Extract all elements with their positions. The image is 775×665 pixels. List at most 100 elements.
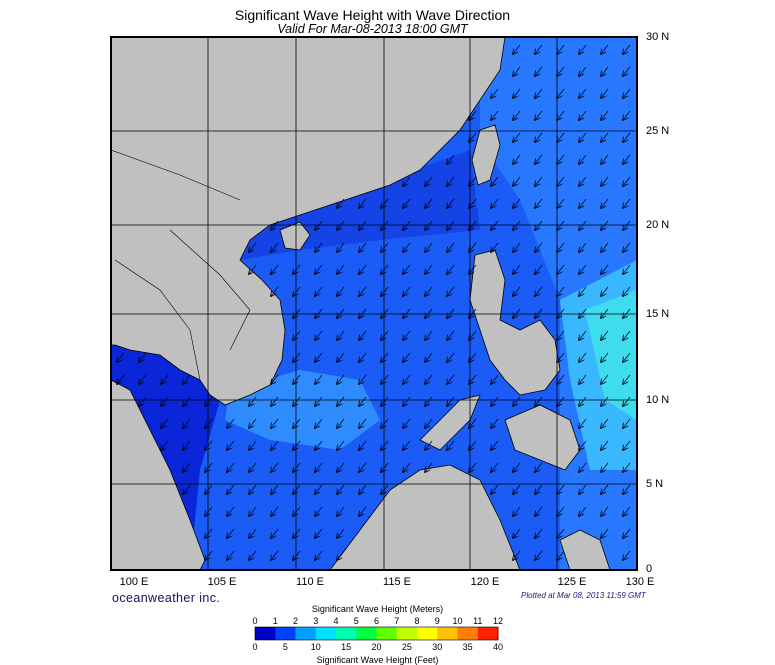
wave-arrow	[359, 506, 367, 516]
wave-arrow	[403, 308, 411, 318]
legend-meters-title: Significant Wave Height (Meters)	[311, 604, 444, 614]
wave-arrow	[227, 462, 235, 472]
wave-arrow	[271, 484, 279, 494]
wave-arrow	[601, 330, 609, 340]
wave-arrow	[359, 330, 367, 340]
wave-arrow	[535, 506, 543, 516]
wave-arrow	[623, 44, 631, 54]
oceanweather-credit: oceanweather inc.	[112, 591, 221, 605]
wave-arrow	[579, 330, 587, 340]
wave-arrow	[557, 396, 565, 406]
wave-arrow	[425, 462, 433, 472]
wave-arrow	[425, 242, 433, 252]
wave-arrow	[403, 264, 411, 274]
wave-arrow	[557, 550, 565, 560]
wave-arrow	[381, 286, 389, 296]
wave-arrow	[513, 550, 521, 560]
wave-arrow	[491, 176, 499, 186]
wave-arrow	[491, 396, 499, 406]
wave-arrow	[513, 308, 521, 318]
wave-arrow	[623, 176, 631, 186]
wave-arrow	[579, 308, 587, 318]
wave-arrow	[491, 220, 499, 230]
wave-arrow	[491, 440, 499, 450]
wave-arrow	[337, 550, 345, 560]
wave-arrow	[557, 330, 565, 340]
wave-arrow	[183, 396, 191, 406]
wave-arrow	[337, 264, 345, 274]
wave-arrow	[425, 374, 433, 384]
wave-arrow	[337, 220, 345, 230]
wave-arrow	[381, 264, 389, 274]
wave-arrow	[271, 440, 279, 450]
wave-arrow	[271, 396, 279, 406]
wave-arrow	[513, 198, 521, 208]
wave-arrow	[623, 308, 631, 318]
wave-arrow	[535, 286, 543, 296]
taiwan-island	[471, 124, 501, 186]
wave-arrow	[337, 242, 345, 252]
wave-arrow	[403, 440, 411, 450]
wave-arrow	[623, 242, 631, 252]
wave-arrow	[623, 264, 631, 274]
wave-arrow	[293, 330, 301, 340]
wave-arrow	[623, 330, 631, 340]
wave-arrow	[513, 176, 521, 186]
wave-arrow	[249, 396, 257, 406]
wave-arrow	[447, 396, 455, 406]
wave-arrow	[623, 352, 631, 362]
wave-arrow	[315, 396, 323, 406]
hainan-island	[279, 221, 311, 251]
wave-arrow	[293, 462, 301, 472]
wave-arrow	[227, 418, 235, 428]
wave-arrow	[513, 286, 521, 296]
wave-arrow	[535, 44, 543, 54]
wave-arrow	[315, 264, 323, 274]
wave-arrow	[381, 440, 389, 450]
wave-arrow	[601, 132, 609, 142]
wave-arrow	[557, 308, 565, 318]
wave-arrow	[227, 528, 235, 538]
wave-arrow	[513, 528, 521, 538]
wave-arrow	[271, 418, 279, 428]
wave-arrow	[623, 440, 631, 450]
wave-arrow	[535, 484, 543, 494]
wave-arrow	[359, 242, 367, 252]
wave-arrow	[579, 154, 587, 164]
wave-arrow	[205, 528, 213, 538]
wave-arrow	[579, 66, 587, 76]
map-subtitle: Valid For Mar-08-2013 18:00 GMT	[277, 22, 468, 36]
wave-arrow	[623, 132, 631, 142]
wave-arrow	[535, 198, 543, 208]
wave-arrow	[205, 440, 213, 450]
wave-arrow	[601, 44, 609, 54]
wave-arrow	[579, 440, 587, 450]
wave-arrow	[293, 264, 301, 274]
wave-arrow	[557, 352, 565, 362]
wave-arrow	[381, 330, 389, 340]
wave-arrow	[315, 462, 323, 472]
wave-arrow	[513, 88, 521, 98]
wave-arrow	[535, 110, 543, 120]
wave-arrow	[271, 220, 279, 230]
wave-arrow	[359, 418, 367, 428]
lon-label-100e: 100 E	[119, 576, 149, 588]
wave-arrow	[139, 396, 147, 406]
wave-arrow	[601, 374, 609, 384]
lon-label-110e: 110 E	[296, 576, 324, 588]
wave-arrow	[359, 440, 367, 450]
wave-arrow	[513, 154, 521, 164]
wave-arrow	[359, 220, 367, 230]
wave-arrow	[535, 396, 543, 406]
wave-arrow	[557, 506, 565, 516]
wave-arrow	[381, 396, 389, 406]
wave-arrow	[557, 374, 565, 384]
wave-arrow	[535, 220, 543, 230]
wave-arrow	[403, 374, 411, 384]
wave-arrow	[381, 418, 389, 428]
wave-arrow	[491, 484, 499, 494]
wave-arrow	[271, 528, 279, 538]
wave-arrow	[337, 330, 345, 340]
wave-arrow	[271, 286, 279, 296]
wave-arrow	[425, 264, 433, 274]
